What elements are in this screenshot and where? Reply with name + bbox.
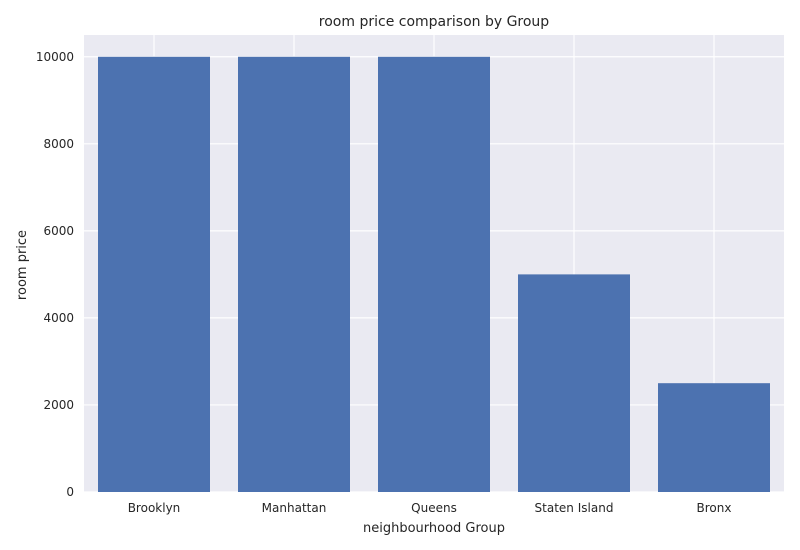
bar-queens bbox=[378, 56, 490, 493]
y-tick-label: 4000 bbox=[43, 311, 74, 325]
x-axis-ticks: Brooklyn Manhattan Queens Staten Island Bron… bbox=[128, 501, 732, 515]
x-axis-label: neighbourhood Group bbox=[363, 521, 505, 536]
bars bbox=[98, 56, 770, 493]
y-tick-label: 0 bbox=[66, 485, 74, 499]
x-tick-label: Brooklyn bbox=[128, 501, 181, 515]
chart-title: room price comparison by Group bbox=[319, 14, 550, 30]
y-axis-label: room price bbox=[15, 230, 30, 300]
y-tick-label: 10000 bbox=[36, 50, 74, 64]
x-tick-label: Bronx bbox=[697, 501, 732, 515]
bar-brooklyn bbox=[98, 56, 210, 493]
bar-staten-island bbox=[518, 274, 630, 492]
x-tick-label: Queens bbox=[411, 501, 457, 515]
x-tick-label: Manhattan bbox=[262, 501, 327, 515]
bar-manhattan bbox=[238, 56, 350, 493]
x-tick-label: Staten Island bbox=[535, 501, 614, 515]
bar-bronx bbox=[658, 383, 770, 492]
y-tick-label: 8000 bbox=[43, 137, 74, 151]
y-tick-label: 2000 bbox=[43, 398, 74, 412]
y-axis-ticks: 0 2000 4000 6000 8000 10000 bbox=[36, 50, 74, 499]
y-tick-label: 6000 bbox=[43, 224, 74, 238]
